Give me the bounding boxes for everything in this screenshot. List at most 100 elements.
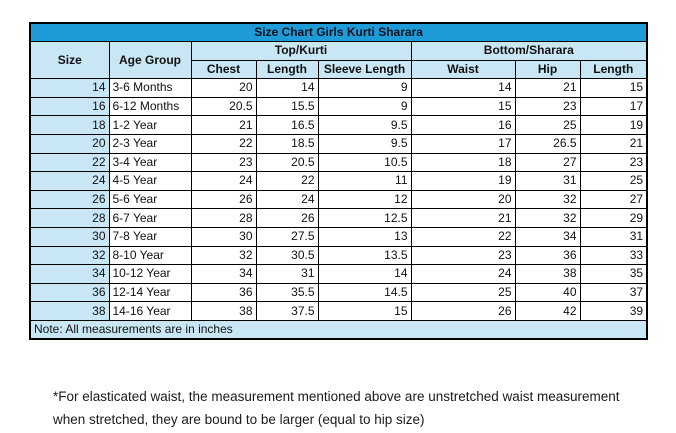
measurement-cell: 15 [410, 96, 516, 117]
measurement-cell: 37.5 [255, 301, 319, 321]
measurement-cell: 36 [514, 245, 581, 266]
measurement-cell: 19 [410, 171, 516, 191]
measurement-cell: 16.5 [255, 115, 319, 136]
table-row: 34 10-12 Year 34 31 14 24 38 35 [29, 264, 648, 284]
measurement-cell: 42 [514, 301, 581, 321]
measurement-cell: 20.5 [255, 152, 319, 173]
measurement-cell: 25 [579, 171, 648, 191]
size-cell: 22 [29, 152, 110, 173]
age-group-cell: 6-7 Year [108, 208, 192, 229]
column-header-sleeve-length: Sleeve Length [317, 59, 412, 80]
age-group-cell: 8-10 Year [108, 245, 192, 266]
measurement-cell: 23 [410, 245, 516, 266]
column-header-size: Size [29, 41, 110, 80]
measurement-cell: 30 [190, 227, 257, 247]
measurement-cell: 21 [579, 134, 648, 154]
measurement-cell: 34 [190, 264, 257, 284]
measurement-cell: 14 [317, 264, 412, 284]
measurement-cell: 18.5 [255, 134, 319, 154]
measurement-cell: 32 [190, 245, 257, 266]
column-header-chest: Chest [190, 59, 257, 80]
measurement-cell: 31 [255, 264, 319, 284]
measurement-cell: 17 [579, 96, 648, 117]
measurement-cell: 25 [514, 115, 581, 136]
table-footer: Note: All measurements are in inches [29, 320, 648, 340]
age-group-cell: 7-8 Year [108, 227, 192, 247]
measurement-cell: 21 [514, 78, 581, 98]
measurement-cell: 20 [190, 78, 257, 98]
age-group-cell: 5-6 Year [108, 189, 192, 210]
column-header-hip: Hip [514, 59, 581, 80]
measurement-cell: 19 [579, 115, 648, 136]
measurement-cell: 32 [514, 208, 581, 229]
age-group-cell: 3-6 Months [108, 78, 192, 98]
title-row: Size Chart Girls Kurti Sharara [29, 22, 648, 43]
size-cell: 38 [29, 301, 110, 321]
size-cell: 32 [29, 245, 110, 266]
size-cell: 24 [29, 171, 110, 191]
measurement-cell: 26 [410, 301, 516, 321]
measurement-cell: 23 [579, 152, 648, 173]
measurement-cell: 38 [190, 301, 257, 321]
column-header-waist: Waist [410, 59, 516, 80]
measurement-cell: 35.5 [255, 282, 319, 303]
size-cell: 18 [29, 115, 110, 136]
table-row: 38 14-16 Year 38 37.5 15 26 42 39 [29, 301, 648, 321]
age-group-cell: 6-12 Months [108, 96, 192, 117]
size-cell: 30 [29, 227, 110, 247]
age-group-cell: 14-16 Year [108, 301, 192, 321]
table-row: 30 7-8 Year 30 27.5 13 22 34 31 [29, 227, 648, 247]
measurement-cell: 22 [410, 227, 516, 247]
measurement-cell: 26 [190, 189, 257, 210]
size-cell: 16 [29, 96, 110, 117]
measurement-cell: 9 [317, 96, 412, 117]
footnote: *For elasticated waist, the measurement … [53, 385, 620, 431]
measurement-cell: 31 [514, 171, 581, 191]
size-chart-table: Size Chart Girls Kurti Sharara Size Age … [29, 22, 649, 341]
size-cell: 28 [29, 208, 110, 229]
table-row: 20 2-3 Year 22 18.5 9.5 17 26.5 21 [29, 134, 648, 154]
measurement-cell: 15 [579, 78, 648, 98]
table-row: 32 8-10 Year 32 30.5 13.5 23 36 33 [29, 245, 648, 266]
measurement-cell: 26.5 [514, 134, 581, 154]
table-row: 26 5-6 Year 26 24 12 20 32 27 [29, 189, 648, 210]
column-header-bottom-length: Length [579, 59, 648, 80]
column-group-bottom-sharara: Bottom/Sharara [410, 41, 648, 61]
measurement-cell: 12 [317, 189, 412, 210]
measurement-cell: 34 [514, 227, 581, 247]
measurement-cell: 37 [579, 282, 648, 303]
measurement-cell: 9 [317, 78, 412, 98]
footnote-line-2: when stretched, they are bound to be lar… [53, 412, 425, 427]
measurement-cell: 27 [579, 189, 648, 210]
measurement-cell: 22 [190, 134, 257, 154]
size-cell: 14 [29, 78, 110, 98]
measurement-cell: 22 [255, 171, 319, 191]
column-header-age-group: Age Group [108, 41, 192, 80]
measurement-cell: 14 [255, 78, 319, 98]
measurement-cell: 13 [317, 227, 412, 247]
measurement-cell: 13.5 [317, 245, 412, 266]
measurement-cell: 14 [410, 78, 516, 98]
size-cell: 34 [29, 264, 110, 284]
age-group-cell: 2-3 Year [108, 134, 192, 154]
measurement-cell: 21 [410, 208, 516, 229]
measurement-cell: 32 [514, 189, 581, 210]
measurement-cell: 9.5 [317, 115, 412, 136]
note-row: Note: All measurements are in inches [29, 320, 648, 340]
measurement-cell: 23 [190, 152, 257, 173]
measurement-cell: 26 [255, 208, 319, 229]
measurement-cell: 27.5 [255, 227, 319, 247]
measurement-cell: 12.5 [317, 208, 412, 229]
size-cell: 26 [29, 189, 110, 210]
measurement-cell: 20 [410, 189, 516, 210]
group-header-row: Size Age Group Top/Kurti Bottom/Sharara [29, 41, 648, 80]
age-group-cell: 4-5 Year [108, 171, 192, 191]
table-note: Note: All measurements are in inches [29, 320, 648, 340]
measurement-cell: 14.5 [317, 282, 412, 303]
measurement-cell: 33 [579, 245, 648, 266]
measurement-cell: 23 [514, 96, 581, 117]
column-group-top-kurti: Top/Kurti [190, 41, 412, 61]
measurement-cell: 30.5 [255, 245, 319, 266]
measurement-cell: 10.5 [317, 152, 412, 173]
